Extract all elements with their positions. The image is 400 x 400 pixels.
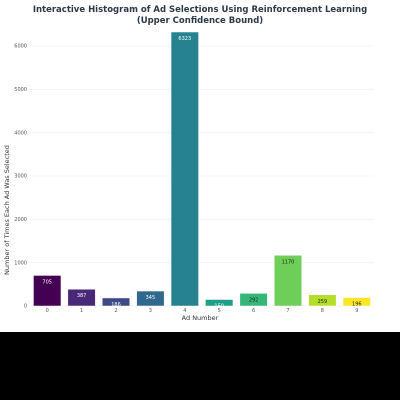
bar-1 — [67, 288, 96, 307]
bar-value-label-3: 345 — [146, 295, 156, 301]
bar-9 — [342, 297, 371, 307]
bar-7 — [273, 255, 303, 307]
y-tick-label-5: 5000 — [14, 87, 27, 93]
y-tick-label-2: 2000 — [14, 217, 27, 223]
y-tick-label-1: 1000 — [14, 260, 27, 266]
y-tick-label-0: 0 — [24, 304, 27, 310]
y-axis-label: Number of Times Each Ad Was Selected — [3, 145, 11, 275]
x-tick-label-5: 5 — [218, 308, 221, 314]
y-axis: 0 1000 2000 3000 4000 5000 6000 — [14, 44, 27, 310]
x-tick-label-8: 8 — [321, 308, 324, 314]
x-tick-label-0: 0 — [46, 308, 49, 314]
bar-value-label-8: 259 — [318, 299, 328, 305]
chart-title: Interactive Histogram of Ad Selections U… — [32, 5, 368, 15]
bar-value-label-0: 705 — [42, 279, 52, 285]
bar-8 — [308, 294, 337, 307]
bar-4 — [170, 31, 199, 307]
x-tick-label-2: 2 — [114, 308, 117, 314]
bar-2 — [101, 297, 131, 307]
x-tick-label-1: 1 — [80, 308, 83, 314]
y-tick-label-4: 4000 — [14, 130, 27, 136]
bar-value-label-4: 6323 — [178, 36, 191, 42]
bar-0 — [33, 275, 62, 307]
x-tick-label-9: 9 — [355, 308, 358, 314]
chart-frame: Interactive Histogram of Ad Selections U… — [3, 5, 380, 322]
chart-subtitle: (Upper Confidence Bound) — [136, 16, 264, 26]
bar-6 — [239, 293, 268, 307]
bar-value-label-9: 196 — [352, 302, 362, 308]
x-axis: 0 1 2 3 4 5 6 7 8 9 — [46, 308, 359, 314]
bar-value-label-5: 150 — [214, 304, 224, 310]
x-tick-label-4: 4 — [183, 308, 186, 314]
x-tick-label-6: 6 — [252, 308, 255, 314]
bar-value-label-1: 387 — [77, 293, 87, 299]
grid-lines — [30, 45, 374, 307]
bar-value-label-6: 292 — [249, 297, 259, 303]
y-tick-label-3: 3000 — [14, 174, 27, 180]
chart-title-block: Interactive Histogram of Ad Selections U… — [20, 5, 380, 27]
x-tick-label-3: 3 — [149, 308, 152, 314]
bar-3 — [136, 290, 165, 307]
bar-5 — [205, 299, 234, 307]
y-tick-label-6: 6000 — [14, 44, 27, 50]
bar-value-label-2: 186 — [111, 302, 121, 308]
x-axis-label: Ad Number — [182, 314, 219, 322]
bars: 705 387 186 345 6323 150 292 1170 259 196 — [33, 31, 371, 310]
bar-value-label-7: 1170 — [282, 259, 295, 265]
x-tick-label-7: 7 — [286, 308, 289, 314]
bottom-black-band — [0, 332, 400, 400]
